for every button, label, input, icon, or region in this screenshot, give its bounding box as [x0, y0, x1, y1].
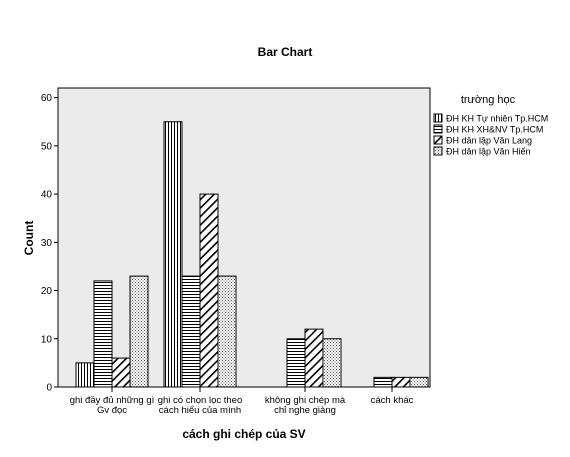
- y-tick-label: 30: [41, 238, 53, 249]
- x-tick-label: cách hiểu của mình: [159, 405, 241, 416]
- x-tick-label: ghi đầy đủ những gì: [70, 395, 155, 406]
- bar: [286, 338, 306, 388]
- plot-area: [57, 87, 431, 388]
- y-axis: 0 10 20 30 40 50 60: [41, 93, 58, 394]
- bar: [181, 275, 201, 388]
- x-tick-label: cách khác: [371, 395, 414, 406]
- legend-swatch: [433, 135, 443, 145]
- chart-title: Bar Chart: [258, 45, 313, 59]
- bar: [75, 362, 95, 388]
- bar: [322, 338, 342, 388]
- y-axis-label: Count: [22, 221, 36, 256]
- bar: [409, 376, 429, 388]
- x-tick-label: ghi có chọn lọc theo: [158, 395, 243, 406]
- legend-label: ĐH KH Tự nhiên Tp.HCM: [446, 114, 548, 124]
- x-tick-label: không ghi chép mà: [265, 395, 346, 406]
- bar: [199, 193, 219, 388]
- y-tick-label: 20: [41, 286, 53, 297]
- bar: [93, 280, 113, 388]
- legend-label: ĐH dân lập Văn Lang: [446, 136, 532, 146]
- x-tick-label: chỉ nghe giảng: [274, 405, 336, 416]
- bar: [391, 376, 411, 388]
- legend-swatch: [433, 113, 443, 123]
- y-tick-label: 0: [46, 383, 52, 394]
- bar: [373, 376, 393, 388]
- y-tick-label: 50: [41, 141, 53, 152]
- bar: [304, 328, 324, 388]
- bar: [129, 275, 149, 388]
- bar: [163, 121, 183, 388]
- y-tick-label: 40: [41, 190, 53, 201]
- bar: [111, 357, 131, 388]
- y-tick-label: 10: [41, 334, 53, 345]
- legend-label: ĐH KH XH&NV Tp.HCM: [446, 125, 543, 135]
- legend-swatch: [433, 124, 443, 134]
- y-tick-label: 60: [41, 93, 53, 104]
- bar: [217, 275, 237, 388]
- legend-label: ĐH dân lập Văn Hiến: [446, 147, 531, 157]
- x-axis-label: cách ghi chép của SV: [182, 427, 305, 441]
- bars: [75, 121, 429, 388]
- x-tick-label: Gv đọc: [97, 405, 127, 416]
- legend-swatch: [433, 146, 443, 156]
- legend-title: trường học: [461, 94, 516, 106]
